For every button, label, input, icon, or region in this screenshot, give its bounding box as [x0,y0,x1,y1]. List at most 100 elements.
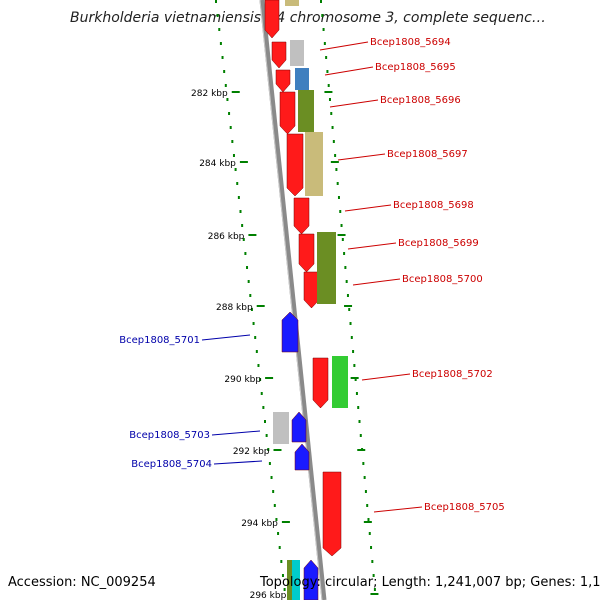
gene-arrow [303,271,320,309]
dot-left [226,98,229,101]
gene-label[interactable]: Bcep1808_5700 [402,274,483,285]
dot-left [250,308,253,311]
gene-label[interactable]: Bcep1808_5699 [398,238,479,249]
gene-label[interactable]: Bcep1808_5705 [424,502,505,513]
dot-right [364,490,367,493]
dot-right [344,266,347,269]
dot-right [371,560,374,563]
dot-left [242,238,245,241]
dot-left [277,532,280,535]
gene-labels: Bcep1808_5694 Bcep1808_5695 Bcep1808_5696 B… [119,37,505,513]
gene-label[interactable]: Bcep1808_5695 [375,62,456,73]
dot-left [267,448,270,451]
dot-right [323,42,326,45]
label-leader [373,506,423,513]
dot-right [368,532,371,535]
gene-label[interactable]: Bcep1808_5704 [131,459,212,470]
dot-left [237,196,240,199]
label-leader [211,430,261,436]
cog-band [292,560,300,600]
label-leader [201,334,251,341]
cog-band [317,232,336,304]
dot-right [331,126,334,129]
gene-features [264,0,348,600]
dot-right [372,574,375,577]
dot-right [336,182,339,185]
dot-right [362,462,365,465]
gene-arrow [279,91,296,135]
dot-left [272,490,275,493]
dot-left [234,168,237,171]
tick-dots [215,0,376,591]
dot-right [367,518,370,521]
label-leader [329,99,379,108]
dot-right [354,378,357,381]
gene-arrow [298,233,315,273]
gene-label[interactable]: Bcep1808_5702 [412,369,493,380]
dot-right [326,70,329,73]
dot-left [262,406,265,409]
summary-text: Topology: circular; Length: 1,241,007 bp… [260,575,600,590]
dot-right [358,420,361,423]
tick-label: 288 kbp [216,303,253,313]
gene-label[interactable]: Bcep1808_5694 [370,37,451,48]
dot-right [352,350,355,353]
dot-right [334,154,337,157]
dot-right [353,364,356,367]
dot-right [343,252,346,255]
label-leader [344,204,392,212]
gene-label[interactable]: Bcep1808_5697 [387,149,468,160]
dot-right [330,112,333,115]
gene-label[interactable]: Bcep1808_5696 [380,95,461,106]
gene-label[interactable]: Bcep1808_5701 [119,335,200,346]
gene-arrow [294,443,310,471]
backbone [259,0,327,600]
dot-left [265,434,268,437]
dot-left [273,504,276,507]
cog-band [285,0,299,6]
cog-band [290,40,304,66]
tick-label: 286 kbp [208,232,245,242]
dot-right [321,14,324,17]
dot-left [281,574,284,577]
cog-band [305,132,323,196]
dot-left [247,280,250,283]
dot-left [246,266,249,269]
dot-right [359,434,362,437]
dot-left [260,392,263,395]
gene-arrow [275,69,291,93]
dot-left [283,588,286,591]
dot-right [332,140,335,143]
gene-arrow [264,0,280,39]
dot-left [264,420,266,423]
dot-left [275,518,278,521]
gene-label[interactable]: Bcep1808_5703 [129,430,210,441]
gene-arrow [286,133,304,197]
dot-left [215,0,217,3]
dot-left [216,14,219,17]
dot-left [252,322,255,325]
tick-label: 294 kbp [241,519,278,529]
accession-text: Accession: NC_009254 [8,575,156,590]
map-title: Burkholderia vietnamiensis G4 chromosome… [70,10,546,26]
dot-left [218,28,221,31]
tick-label: 296 kbp [250,591,287,600]
dot-right [373,588,376,591]
dot-left [280,560,283,563]
dot-left [255,350,258,353]
dot-left [228,112,231,115]
dot-left [229,126,232,129]
dot-right [355,392,358,395]
dot-right [349,322,352,325]
cog-band [298,90,314,132]
tick-label: 284 kbp [199,159,236,169]
dot-right [322,28,325,31]
tick-label: 292 kbp [233,447,270,457]
dot-left [268,462,271,465]
gene-arrow [281,311,299,353]
dot-right [339,210,342,213]
dot-left [236,182,239,185]
dot-right [337,196,340,199]
gene-label[interactable]: Bcep1808_5698 [393,200,474,211]
